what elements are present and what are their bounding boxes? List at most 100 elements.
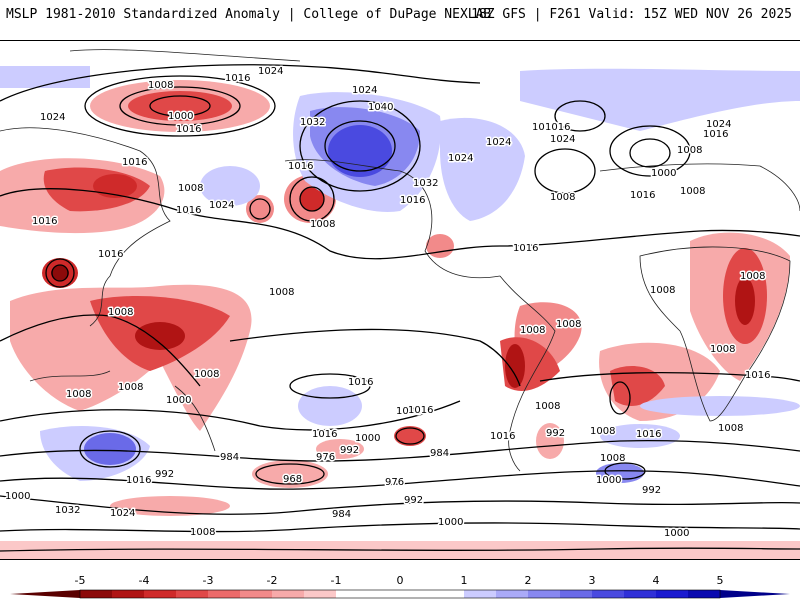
isobar-label: 1032 — [300, 117, 325, 128]
isobar-label: 1032 — [55, 505, 80, 516]
isobar-label: 1016 — [400, 195, 425, 206]
positive-anomaly-shading — [0, 66, 800, 483]
colorbar-swatch — [176, 590, 209, 598]
isobar-label: 1016 — [745, 370, 770, 381]
isobar-label: 1008 — [740, 271, 765, 282]
isobar-label: 1008 — [148, 80, 173, 91]
colorbar-tick-label: 2 — [525, 574, 532, 587]
isobar-label: 1008 — [550, 192, 575, 203]
isobar-label: 1008 — [396, 406, 421, 417]
isobar-label: 1016 — [32, 216, 57, 227]
isobar-label: 984 — [430, 448, 449, 459]
colorbar-swatch — [560, 590, 593, 598]
colorbar-swatch — [112, 590, 145, 598]
isobar-label: 1000 — [438, 517, 463, 528]
map-title: MSLP 1981-2010 Standardized Anomaly | Co… — [6, 7, 492, 22]
isobar-label: 1016 — [630, 190, 655, 201]
isobar-label: 1016 — [176, 124, 201, 135]
isobar-label: 1000 — [355, 433, 380, 444]
isobar-label: 976 — [385, 477, 404, 488]
isobar-label: 1024 — [550, 134, 575, 145]
colorbar-tick-label: 1 — [461, 574, 468, 587]
colorbar-swatch — [656, 590, 689, 598]
isobar-label: 1016 — [312, 429, 337, 440]
isobar-label: 1008 — [520, 325, 545, 336]
colorbar-tick-label: 5 — [717, 574, 724, 587]
colorbar-swatches — [10, 589, 790, 599]
isobar-label: 1016 — [490, 431, 515, 442]
colorbar-swatch — [208, 590, 241, 598]
isobar-label: 1024 — [706, 119, 731, 130]
isobar-label: 976 — [316, 452, 335, 463]
header: MSLP 1981-2010 Standardized Anomaly | Co… — [0, 0, 800, 40]
colorbar-swatch — [496, 590, 529, 598]
colorbar-swatch — [240, 590, 273, 598]
isobar-label: 984 — [332, 509, 351, 520]
isobar-label: 1008 — [178, 183, 203, 194]
coastlines — [0, 49, 800, 472]
colorbar-swatch — [592, 590, 625, 598]
colorbar-outline — [79, 589, 721, 599]
isobar-label: 1008 — [108, 307, 133, 318]
isobar-label: 1016 — [348, 377, 373, 388]
colorbar-swatch — [336, 590, 369, 598]
colorbar-tick-label: -2 — [267, 574, 278, 587]
colorbar-tick-label: -1 — [331, 574, 342, 587]
isobar-label: 1016 — [408, 405, 433, 416]
isobar-label: 1032 — [413, 178, 438, 189]
colorbar-swatch — [80, 590, 113, 598]
anomaly-map: 1024 1016 1008 1000 1016 1024 1024 1040 … — [0, 49, 800, 559]
isobar-label: 1008 — [600, 453, 625, 464]
isobar-label: 1024 — [258, 66, 283, 77]
isobars — [0, 64, 800, 552]
isobar-label: 1024 — [352, 85, 377, 96]
colorbar-ticks: -5 -4 -3 -2 -1 0 1 2 3 4 5 — [75, 574, 724, 587]
isobar-label: 1008 — [650, 285, 675, 296]
isobar-label: 1008 — [310, 219, 335, 230]
isobar-label: 1040 — [368, 102, 393, 113]
colorbar-swatch — [272, 590, 305, 598]
isobar-label: 1008 — [66, 389, 91, 400]
colorbar-tick-label: 0 — [397, 574, 404, 587]
isobar-label: 984 — [220, 452, 239, 463]
isobar-label: 1016 — [288, 161, 313, 172]
isobar-label: 1000 — [166, 395, 191, 406]
isobar-label: 1000 — [5, 491, 30, 502]
colorbar-svg: -5 -4 -3 -2 -1 0 1 2 3 4 5 — [10, 574, 790, 599]
isobar-label: 1016 — [176, 205, 201, 216]
colorbar-swatch — [304, 590, 337, 598]
colorbar-tick-label: -5 — [75, 574, 86, 587]
isobar-label: 1016 — [532, 122, 557, 133]
isobar-label: 1008 — [677, 145, 702, 156]
colorbar-max-arrow — [720, 590, 790, 598]
isobar-label: 1008 — [556, 319, 581, 330]
colorbar-tick-label: -3 — [203, 574, 214, 587]
isobar-label: 1008 — [718, 423, 743, 434]
isobar-label: 1024 — [40, 112, 65, 123]
colorbar-swatch — [624, 590, 657, 598]
isobar-label: 1008 — [118, 382, 143, 393]
isobar-label: 992 — [546, 428, 565, 439]
isobar-label: 1016 — [703, 129, 728, 140]
colorbar-swatch — [528, 590, 561, 598]
isobar-label: 1016 — [636, 429, 661, 440]
isobar-label: 1024 — [110, 508, 135, 519]
colorbar-swatch — [688, 590, 721, 598]
isobar-label: 1016 — [513, 243, 538, 254]
isobar-label: 1008 — [535, 401, 560, 412]
isobar-label: 1000 — [596, 475, 621, 486]
isobar-label: 1008 — [680, 186, 705, 197]
colorbar-swatch — [368, 590, 401, 598]
isobar-label: 1016 — [225, 73, 250, 84]
isobar-label: 1008 — [590, 426, 615, 437]
isobar-label: 992 — [155, 469, 174, 480]
colorbar-tick-label: -4 — [139, 574, 150, 587]
isobar-label: 1016 — [122, 157, 147, 168]
isobar-label: 1008 — [269, 287, 294, 298]
isobar-label: 1000 — [168, 111, 193, 122]
isobar-label: 968 — [283, 474, 302, 485]
isobar-label: 1000 — [651, 168, 676, 179]
colorbar-tick-label: 4 — [653, 574, 660, 587]
colorbar-swatch — [464, 590, 497, 598]
isobar-labels: 1024 1016 1008 1000 1016 1024 1024 1040 … — [4, 65, 772, 541]
